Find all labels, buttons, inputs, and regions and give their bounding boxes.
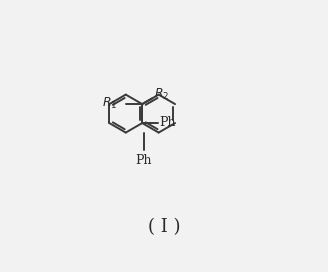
Text: $R_2$: $R_2$: [154, 87, 170, 102]
Text: $R_1$: $R_1$: [102, 96, 117, 111]
Text: ( I ): ( I ): [148, 218, 180, 236]
Text: Ph: Ph: [159, 116, 176, 129]
Text: Ph: Ph: [135, 154, 152, 167]
